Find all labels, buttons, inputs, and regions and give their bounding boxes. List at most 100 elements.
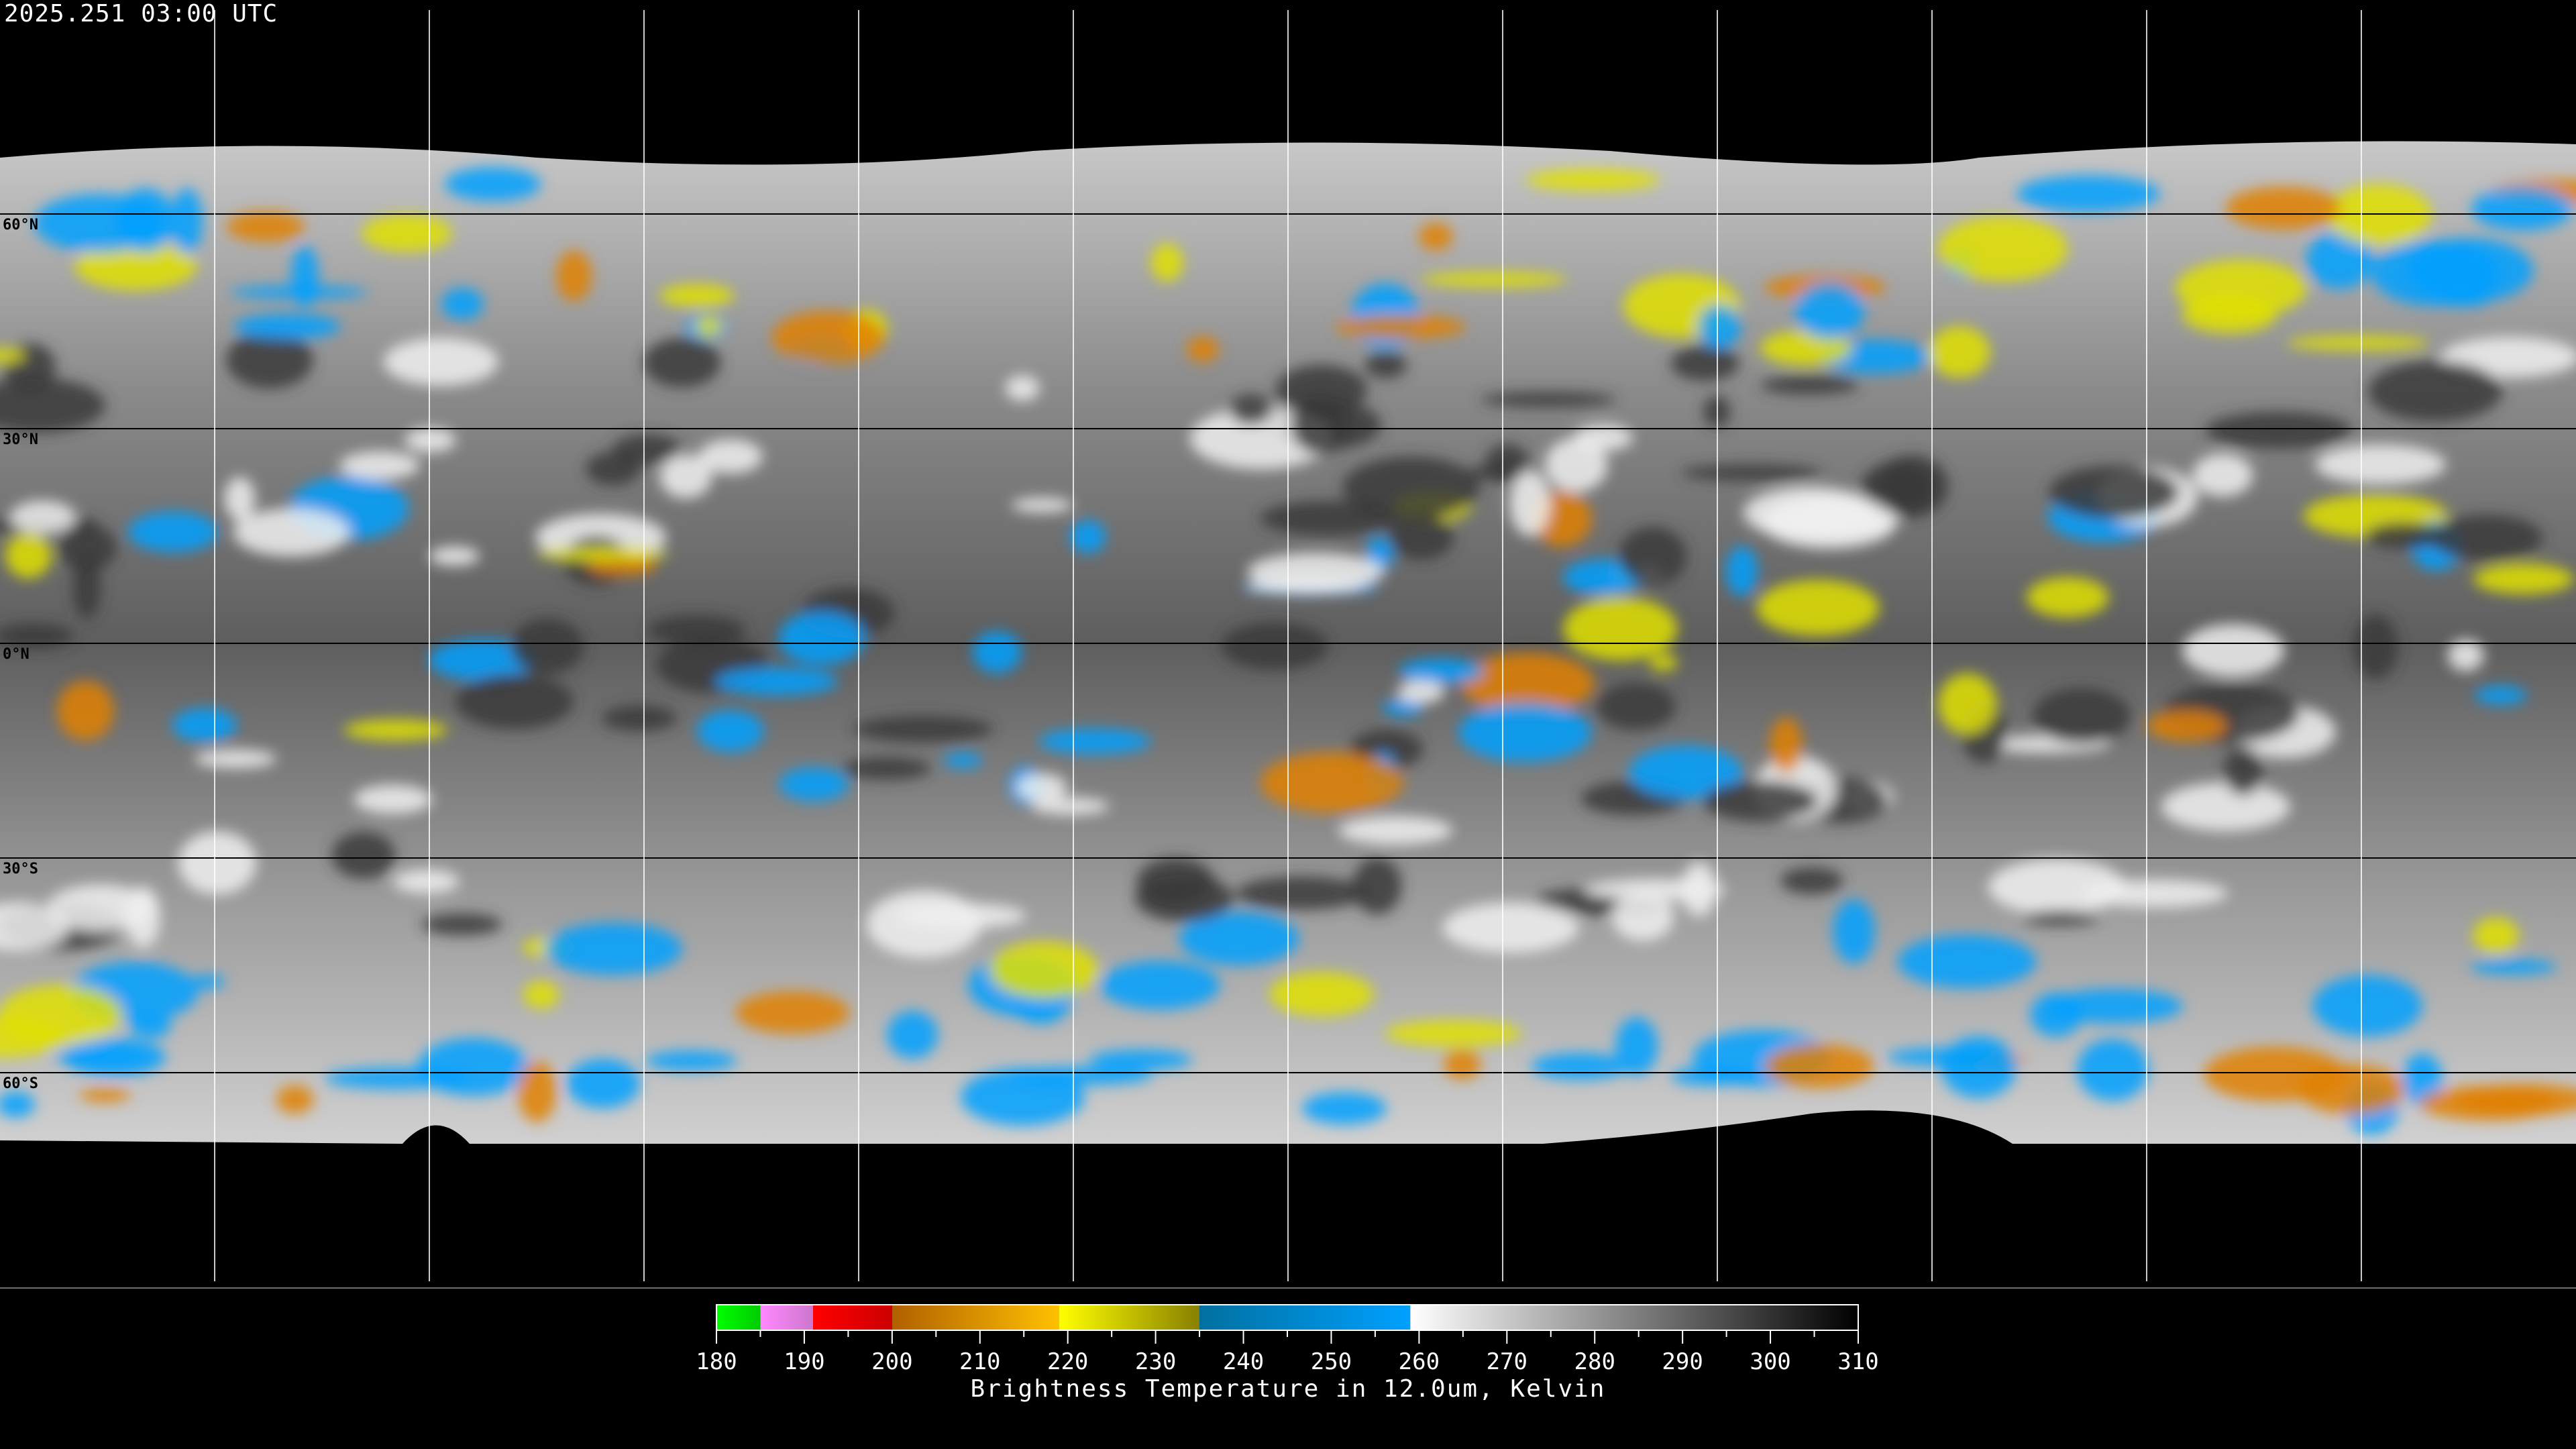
cloud-feature bbox=[1352, 857, 1402, 915]
cloud-feature bbox=[224, 476, 256, 521]
cloud-feature bbox=[2367, 360, 2502, 422]
cloud-feature bbox=[1342, 456, 1480, 520]
cloud-feature bbox=[1544, 437, 1608, 492]
cloud-feature bbox=[233, 313, 341, 339]
cloud-feature bbox=[771, 311, 884, 364]
cloud-feature bbox=[2312, 975, 2422, 1037]
cloud-feature bbox=[1762, 496, 1896, 549]
cloud-feature bbox=[1420, 272, 1568, 288]
cloud-feature bbox=[2471, 187, 2573, 231]
cloud-feature bbox=[361, 214, 452, 252]
cloud-feature bbox=[2297, 1064, 2406, 1115]
cloud-feature bbox=[229, 285, 368, 299]
cloud-feature bbox=[1649, 654, 1678, 672]
colorbar-segment bbox=[1199, 1305, 1411, 1330]
cloud-feature bbox=[1929, 326, 1990, 378]
cloud-feature bbox=[1099, 961, 1220, 1010]
cloud-feature bbox=[2353, 614, 2398, 680]
cloud-feature bbox=[1585, 879, 1726, 901]
cloud-feature bbox=[194, 749, 277, 769]
cloud-feature bbox=[1764, 1044, 1874, 1088]
cloud-feature bbox=[511, 619, 584, 675]
cloud-feature bbox=[1460, 653, 1595, 714]
cloud-feature bbox=[1442, 902, 1579, 953]
cloud-feature bbox=[1698, 305, 1741, 349]
cloud-feature bbox=[1611, 892, 1674, 941]
cloud-feature bbox=[1030, 797, 1110, 815]
cloud-feature bbox=[2205, 411, 2352, 449]
latitude-label: 30°N bbox=[3, 431, 38, 448]
cloud-feature bbox=[2223, 746, 2263, 796]
cloud-feature bbox=[1756, 580, 1880, 636]
cloud-feature bbox=[566, 1059, 640, 1109]
cloud-feature bbox=[393, 869, 460, 894]
cloud-feature bbox=[2470, 959, 2557, 975]
cloud-feature bbox=[2407, 237, 2534, 303]
timestamp-title: 2025.251 03:00 UTC bbox=[4, 0, 278, 28]
cloud-feature bbox=[405, 427, 456, 453]
cloud-feature bbox=[1938, 673, 1996, 735]
colorbar-tick-label: 190 bbox=[784, 1348, 825, 1375]
cloud-feature bbox=[2225, 186, 2342, 230]
cloud-feature bbox=[2402, 1053, 2443, 1106]
cloud-feature bbox=[2030, 992, 2082, 1037]
cloud-feature bbox=[1725, 545, 1758, 597]
colorbar bbox=[716, 1304, 1859, 1344]
cloud-feature bbox=[943, 753, 983, 768]
cloud-feature bbox=[698, 439, 763, 474]
cloud-feature bbox=[1618, 527, 1687, 586]
cloud-feature bbox=[421, 913, 503, 936]
cloud-feature bbox=[1780, 867, 1843, 895]
cloud-feature bbox=[853, 716, 994, 743]
colorbar-tick-label: 230 bbox=[1134, 1348, 1177, 1375]
cloud-feature bbox=[78, 1088, 131, 1102]
cloud-feature bbox=[556, 250, 592, 302]
colorbar-tick-label: 290 bbox=[1662, 1348, 1703, 1375]
cloud-feature bbox=[331, 831, 396, 879]
cloud-feature bbox=[233, 508, 350, 557]
cloud-feature bbox=[417, 1038, 529, 1096]
cloud-feature bbox=[0, 378, 106, 433]
cloud-feature bbox=[1247, 552, 1385, 591]
cloud-feature bbox=[441, 287, 484, 320]
cloud-feature bbox=[887, 1010, 938, 1059]
cloud-feature bbox=[2076, 1038, 2149, 1102]
cloud-feature bbox=[2017, 175, 2161, 213]
colorbar-tick-label: 180 bbox=[696, 1348, 737, 1375]
cloud-feature bbox=[2027, 577, 2109, 618]
cloud-feature bbox=[1573, 424, 1633, 451]
cloud-feature bbox=[129, 1012, 172, 1038]
cloud-feature bbox=[1419, 222, 1453, 251]
cloud-feature bbox=[2182, 624, 2285, 678]
colorbar-tick-label: 260 bbox=[1398, 1348, 1440, 1375]
cloud-feature bbox=[226, 211, 305, 243]
latitude-label: 30°S bbox=[3, 861, 38, 877]
cloud-feature bbox=[2022, 910, 2099, 926]
cloud-feature bbox=[2306, 231, 2374, 290]
cloud-feature bbox=[585, 452, 641, 486]
cloud-feature bbox=[1038, 729, 1151, 755]
cloud-feature bbox=[1388, 514, 1454, 560]
colorbar-segment bbox=[813, 1305, 892, 1330]
cloud-feature bbox=[842, 757, 931, 780]
cloud-feature bbox=[5, 533, 52, 578]
cloud-feature bbox=[1236, 876, 1367, 910]
cloud-feature bbox=[1596, 683, 1676, 731]
cloud-feature bbox=[1269, 971, 1375, 1017]
colorbar-tick-label: 220 bbox=[1046, 1348, 1089, 1375]
cloud-feature bbox=[1670, 1067, 1754, 1086]
cloud-feature bbox=[0, 348, 25, 363]
cloud-feature bbox=[188, 975, 225, 989]
cloud-feature bbox=[1988, 859, 2126, 916]
cloud-feature bbox=[172, 708, 237, 743]
cloud-feature bbox=[58, 525, 117, 572]
cloud-feature bbox=[1089, 1049, 1193, 1071]
latitude-label: 0°N bbox=[3, 646, 30, 663]
cloud-feature bbox=[1760, 376, 1860, 395]
colorbar-tick-label: 210 bbox=[959, 1348, 1001, 1375]
colorbar-segment bbox=[760, 1305, 814, 1330]
cloud-feature bbox=[0, 985, 123, 1044]
cloud-feature bbox=[339, 451, 420, 480]
cloud-feature bbox=[1397, 680, 1445, 704]
